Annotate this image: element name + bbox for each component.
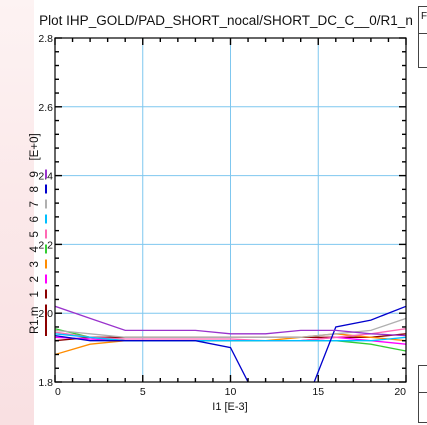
series-line-9 bbox=[55, 305, 406, 337]
y-axis-title: R1.m 1 2 3 4 5 6 7 8 9 [E+0] bbox=[29, 133, 47, 336]
y-axis-label-digit: 3 bbox=[29, 261, 41, 267]
side-panel-bottom bbox=[418, 365, 427, 423]
y-axis-label-main: R1.m bbox=[29, 307, 41, 334]
series-line-8 bbox=[55, 305, 406, 382]
x-tick-label: 15 bbox=[312, 386, 324, 398]
y-axis-label-digit: 8 bbox=[29, 186, 41, 192]
series-line-6 bbox=[55, 333, 406, 342]
side-panel-divider bbox=[419, 392, 427, 393]
side-strip bbox=[0, 0, 34, 425]
x-tick-label: 20 bbox=[394, 386, 406, 398]
y-axis-label-digit: 2 bbox=[29, 276, 41, 282]
x-tick-label: 10 bbox=[225, 386, 237, 398]
y-axis-label-digit: 9 bbox=[29, 171, 41, 177]
y-axis-label-digit: 1 bbox=[29, 291, 41, 297]
y-axis-label-digit: 5 bbox=[29, 231, 41, 237]
series-line-7 bbox=[55, 317, 406, 338]
side-panel-divider bbox=[419, 33, 427, 34]
y-axis-label-digit: 7 bbox=[29, 201, 41, 207]
grid bbox=[55, 38, 406, 382]
side-panel-letter: F bbox=[421, 11, 427, 22]
series-layer bbox=[55, 305, 406, 382]
x-tick-label: 0 bbox=[55, 386, 61, 398]
ticks bbox=[54, 37, 407, 383]
y-axis-label-unit: [E+0] bbox=[29, 133, 41, 160]
y-axis-label-digit: 4 bbox=[29, 246, 41, 253]
series-line-5 bbox=[55, 328, 406, 342]
side-panel-top: F bbox=[418, 6, 427, 68]
y-axis-label-digit: 6 bbox=[29, 216, 41, 222]
y-tick-label: 1.8 bbox=[38, 377, 53, 389]
y-tick-label: 2.8 bbox=[38, 33, 53, 45]
x-axis-title: I1 [E-3] bbox=[212, 401, 247, 413]
chart-title: Plot IHP_GOLD/PAD_SHORT_nocal/SHORT_DC_C… bbox=[39, 13, 413, 28]
x-tick-label: 5 bbox=[140, 386, 146, 398]
y-tick-label: 2.6 bbox=[38, 102, 53, 114]
